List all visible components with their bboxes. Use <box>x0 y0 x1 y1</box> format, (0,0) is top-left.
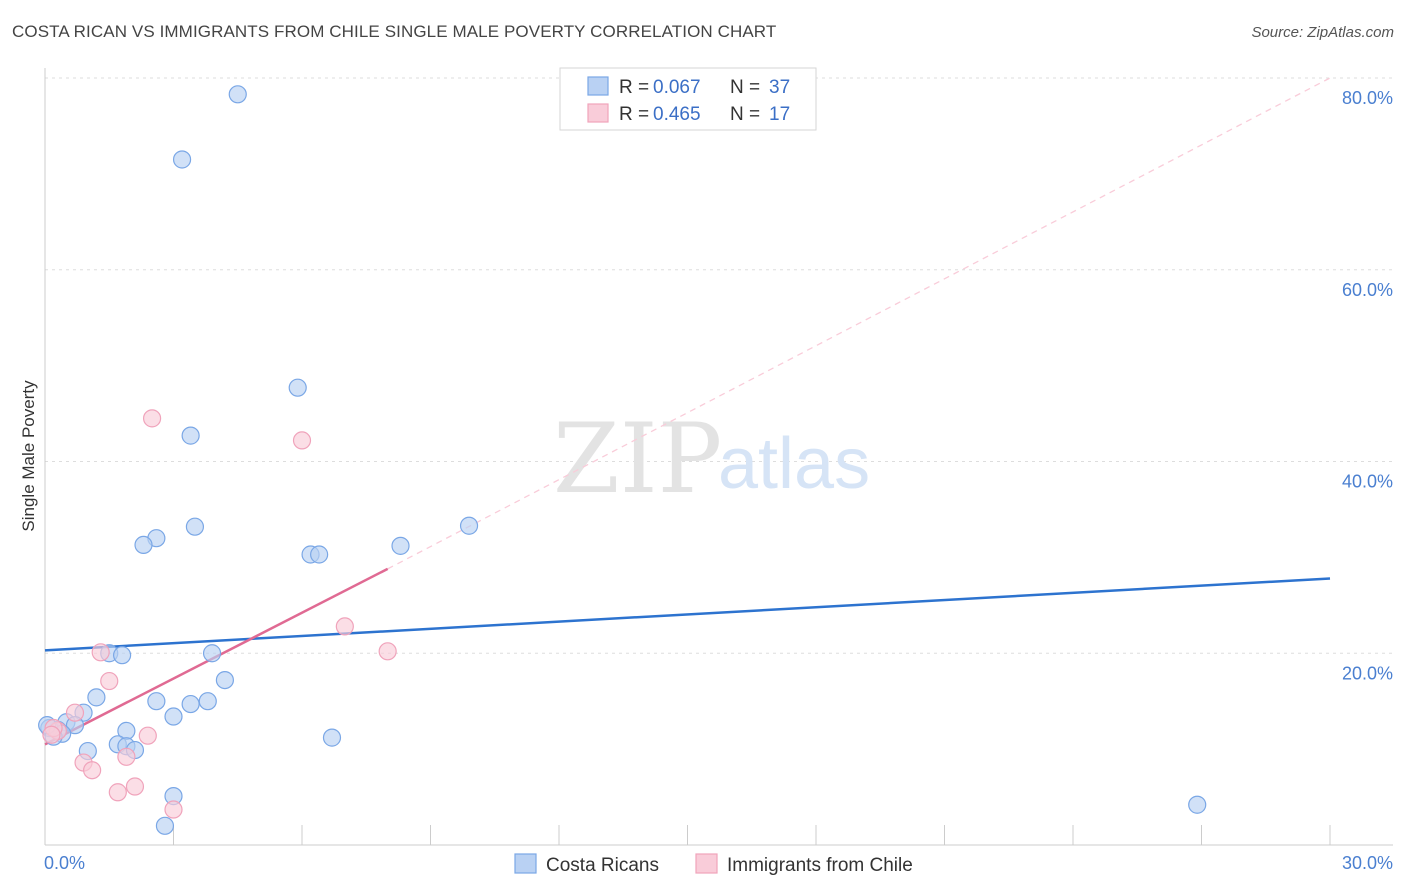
tick-labels: 20.0% 40.0% 60.0% 80.0% 0.0% 30.0% <box>44 88 1393 873</box>
x-tick-label-min: 0.0% <box>44 853 85 873</box>
watermark-zip-text: ZIP <box>553 403 722 515</box>
axes <box>44 68 1393 846</box>
point-0-17 <box>181 694 200 714</box>
legend-n-label-1: N = <box>730 104 760 125</box>
legend-swatch-0 <box>587 76 609 96</box>
legend-r-value-1: 0.465 <box>653 104 701 125</box>
bottom-legend-swatch-1 <box>695 853 718 874</box>
point-0-32 <box>322 728 342 747</box>
point-1-13 <box>164 800 183 819</box>
grid-lines <box>45 77 1393 654</box>
x-tick-label-max: 30.0% <box>1342 853 1393 873</box>
point-0-15 <box>87 688 106 707</box>
y-tick-label-1: 40.0% <box>1342 472 1393 492</box>
watermark: ZIP atlas <box>553 403 870 515</box>
point-0-4 <box>185 517 205 536</box>
trend-line-0 <box>44 577 1331 652</box>
point-0-0 <box>228 85 247 104</box>
point-0-35 <box>1188 795 1207 814</box>
point-0-2 <box>288 378 307 397</box>
point-0-8 <box>310 545 329 564</box>
point-1-0 <box>142 409 162 428</box>
bottom-legend: Costa Ricans Immigrants from Chile <box>514 853 913 876</box>
chart-source: Source: ZipAtlas.com <box>1251 24 1394 41</box>
point-0-34 <box>155 816 175 835</box>
point-0-1 <box>172 150 192 169</box>
point-0-13 <box>202 644 222 663</box>
y-tick-label-3: 80.0% <box>1342 88 1393 108</box>
point-0-19 <box>164 707 183 726</box>
point-1-7 <box>138 726 157 745</box>
legend-n-value-1: 17 <box>769 104 790 125</box>
y-tick-label-2: 60.0% <box>1342 280 1393 300</box>
legend: R = 0.067 N = 37 R = 0.465 N = 17 <box>559 67 817 131</box>
data-points <box>38 85 1207 835</box>
point-1-12 <box>108 783 127 802</box>
point-1-11 <box>125 777 145 796</box>
point-0-18 <box>198 692 217 711</box>
bottom-legend-label-1: Immigrants from Chile <box>727 855 913 876</box>
point-1-2 <box>335 617 354 636</box>
watermark-atlas-text: atlas <box>718 424 870 504</box>
y-axis-label: Single Male Poverty <box>19 380 38 532</box>
legend-r-value-0: 0.067 <box>653 77 701 98</box>
bottom-legend-swatch-0 <box>514 853 537 874</box>
legend-n-label-0: N = <box>730 77 760 98</box>
y-tick-label-0: 20.0% <box>1342 663 1393 683</box>
point-1-5 <box>100 671 119 691</box>
trend-extension-1 <box>387 77 1331 570</box>
point-0-10 <box>459 516 479 535</box>
point-0-9 <box>391 536 410 555</box>
point-1-16 <box>42 725 61 744</box>
point-0-16 <box>147 692 166 711</box>
point-1-4 <box>91 643 110 662</box>
point-1-1 <box>292 431 312 450</box>
point-0-3 <box>181 426 200 445</box>
legend-n-value-0: 37 <box>769 77 790 98</box>
chart-title: COSTA RICAN VS IMMIGRANTS FROM CHILE SIN… <box>12 22 777 41</box>
legend-r-label-1: R = <box>619 104 649 125</box>
point-1-8 <box>117 747 136 766</box>
point-1-6 <box>65 703 85 722</box>
legend-swatch-1 <box>587 103 609 123</box>
point-0-12 <box>112 646 132 665</box>
bottom-legend-label-0: Costa Ricans <box>546 855 659 876</box>
point-1-3 <box>378 642 397 661</box>
point-0-14 <box>215 670 234 690</box>
point-1-10 <box>83 761 102 780</box>
point-0-6 <box>134 535 153 555</box>
legend-r-label-0: R = <box>619 77 649 98</box>
